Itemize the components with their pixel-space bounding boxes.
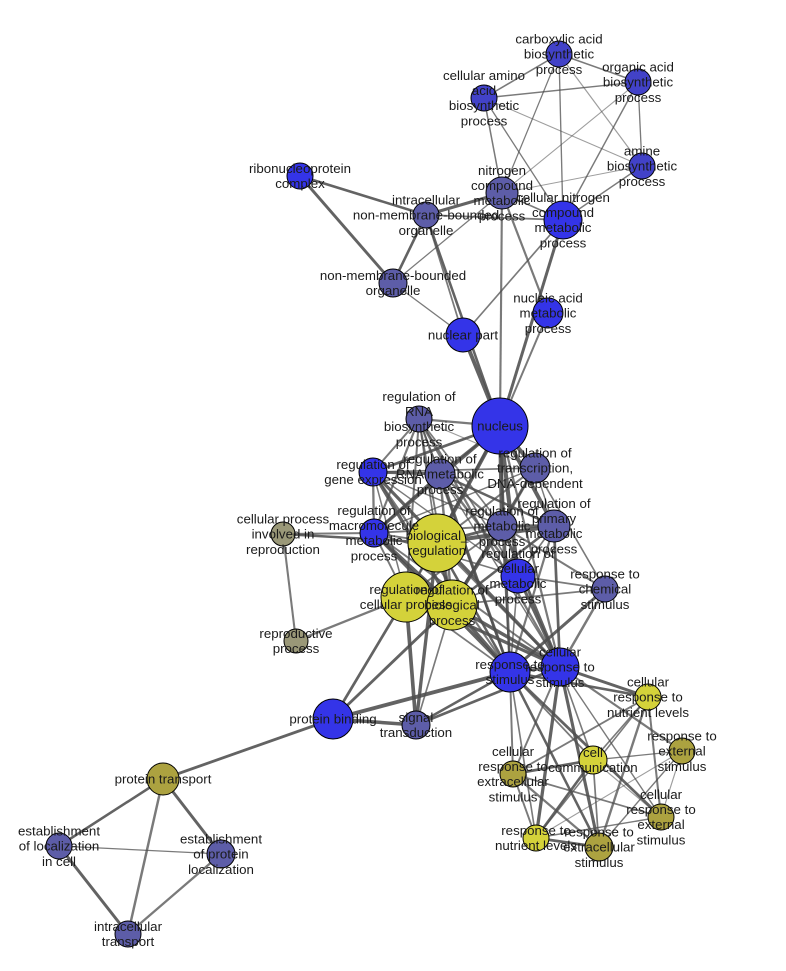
svg-text:transcription,: transcription,	[497, 461, 573, 476]
svg-text:response to: response to	[478, 759, 547, 774]
svg-text:complex: complex	[275, 176, 325, 191]
svg-text:regulation of: regulation of	[382, 389, 455, 404]
svg-text:intracellular: intracellular	[392, 192, 461, 207]
svg-text:protein binding: protein binding	[289, 712, 376, 727]
svg-text:cellular process: cellular process	[237, 511, 330, 526]
svg-text:regulation of: regulation of	[465, 503, 538, 518]
svg-text:process: process	[429, 613, 476, 628]
svg-text:metabolic: metabolic	[346, 533, 403, 548]
svg-text:regulation of: regulation of	[415, 582, 488, 597]
svg-text:cellular: cellular	[627, 674, 670, 689]
svg-text:carboxylic acid: carboxylic acid	[515, 31, 602, 46]
svg-text:organelle: organelle	[366, 283, 421, 298]
svg-text:intracellular: intracellular	[94, 919, 163, 934]
svg-text:organelle: organelle	[399, 223, 454, 238]
svg-text:acid: acid	[472, 83, 496, 98]
svg-text:in cell: in cell	[42, 854, 76, 869]
svg-text:metabolic: metabolic	[520, 306, 577, 321]
svg-text:extracellular: extracellular	[477, 774, 549, 789]
svg-text:regulation: regulation	[408, 543, 466, 558]
svg-text:response to: response to	[626, 802, 695, 817]
svg-text:nuclear part: nuclear part	[428, 328, 499, 343]
svg-text:of localization: of localization	[19, 839, 100, 854]
svg-text:process: process	[396, 434, 443, 449]
svg-text:nucleus: nucleus	[477, 419, 523, 434]
svg-text:chemical: chemical	[579, 582, 632, 597]
svg-text:organic acid: organic acid	[602, 59, 674, 74]
svg-text:ribonucleoprotein: ribonucleoprotein	[249, 161, 351, 176]
svg-text:biosynthetic: biosynthetic	[384, 419, 455, 434]
svg-text:regulation of: regulation of	[481, 546, 554, 561]
svg-text:response to: response to	[570, 566, 639, 581]
svg-text:process: process	[536, 62, 583, 77]
svg-text:regulation of: regulation of	[403, 451, 476, 466]
svg-text:process: process	[619, 174, 666, 189]
svg-text:biological_: biological_	[406, 528, 469, 543]
svg-text:process: process	[495, 591, 542, 606]
svg-text:external: external	[637, 817, 684, 832]
svg-text:compound: compound	[532, 205, 594, 220]
svg-text:biosynthetic: biosynthetic	[607, 159, 678, 174]
svg-text:regulation of: regulation of	[498, 445, 571, 460]
svg-text:RNA metabolic: RNA metabolic	[396, 467, 484, 482]
svg-text:signal: signal	[399, 710, 434, 725]
svg-text:process: process	[351, 548, 398, 563]
svg-text:stimulus: stimulus	[637, 832, 686, 847]
svg-text:involved in: involved in	[252, 527, 315, 542]
svg-text:cellular nitrogen: cellular nitrogen	[516, 190, 610, 205]
svg-text:establishment: establishment	[180, 831, 262, 846]
svg-text:of protein: of protein	[193, 847, 248, 862]
svg-text:nutrient levels: nutrient levels	[607, 705, 689, 720]
svg-text:biological: biological	[424, 598, 479, 613]
svg-text:stimulus: stimulus	[489, 789, 538, 804]
svg-text:process: process	[540, 235, 587, 250]
svg-text:response to: response to	[647, 728, 716, 743]
svg-text:cellular: cellular	[492, 744, 535, 759]
svg-text:reproduction: reproduction	[246, 542, 320, 557]
svg-text:transduction: transduction	[380, 725, 452, 740]
svg-text:response to: response to	[501, 823, 570, 838]
svg-text:nucleic acid: nucleic acid	[513, 290, 582, 305]
svg-text:stimulus: stimulus	[486, 672, 535, 687]
svg-text:biosynthetic: biosynthetic	[524, 47, 595, 62]
svg-text:cellular amino: cellular amino	[443, 68, 525, 83]
svg-text:non-membrane-bounded: non-membrane-bounded	[353, 208, 499, 223]
svg-text:metabolic: metabolic	[490, 576, 547, 591]
svg-text:cellular: cellular	[640, 787, 683, 802]
svg-text:reproductive: reproductive	[259, 626, 332, 641]
svg-text:metabolic: metabolic	[474, 519, 531, 534]
svg-text:non-membrane-bounded: non-membrane-bounded	[320, 268, 466, 283]
svg-text:stimulus: stimulus	[575, 855, 624, 870]
svg-text:biosynthetic: biosynthetic	[603, 75, 674, 90]
svg-text:external: external	[658, 744, 705, 759]
svg-text:process: process	[273, 641, 320, 656]
svg-text:protein transport: protein transport	[115, 772, 212, 787]
svg-text:localization: localization	[188, 862, 254, 877]
svg-text:response to: response to	[475, 657, 544, 672]
svg-text:stimulus: stimulus	[536, 675, 585, 690]
svg-text:process: process	[615, 90, 662, 105]
svg-text:stimulus: stimulus	[581, 597, 630, 612]
svg-text:RNA: RNA	[405, 404, 433, 419]
svg-text:response to: response to	[613, 690, 682, 705]
svg-text:communication: communication	[548, 760, 637, 775]
svg-text:cellular: cellular	[497, 561, 540, 576]
svg-text:metabolic: metabolic	[526, 526, 583, 541]
svg-text:DNA-dependent: DNA-dependent	[487, 476, 583, 491]
svg-text:cell: cell	[583, 745, 603, 760]
svg-text:process: process	[461, 113, 508, 128]
svg-text:regulation of: regulation of	[337, 503, 410, 518]
svg-text:stimulus: stimulus	[658, 759, 707, 774]
svg-text:transport: transport	[102, 934, 155, 949]
svg-text:process: process	[417, 482, 464, 497]
svg-text:amine: amine	[624, 143, 660, 158]
svg-text:metabolic: metabolic	[535, 220, 592, 235]
svg-text:establishment: establishment	[18, 823, 100, 838]
svg-text:cellular: cellular	[539, 644, 582, 659]
svg-text:process: process	[525, 321, 572, 336]
svg-text:response to: response to	[564, 824, 633, 839]
svg-text:extracellular: extracellular	[563, 840, 635, 855]
svg-text:nitrogen: nitrogen	[478, 163, 526, 178]
svg-text:biosynthetic: biosynthetic	[449, 98, 520, 113]
